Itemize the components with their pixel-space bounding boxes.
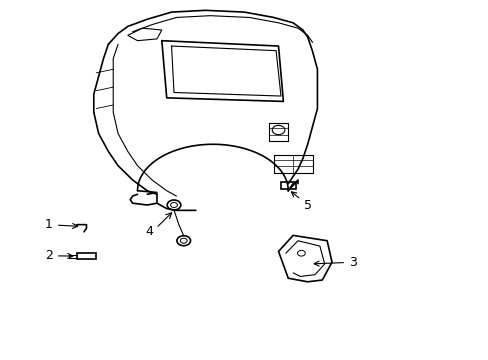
Text: 5: 5 (291, 192, 311, 212)
Text: 1: 1 (45, 218, 78, 231)
Text: 3: 3 (313, 256, 356, 269)
Text: 2: 2 (45, 249, 73, 262)
Text: 4: 4 (145, 225, 153, 238)
